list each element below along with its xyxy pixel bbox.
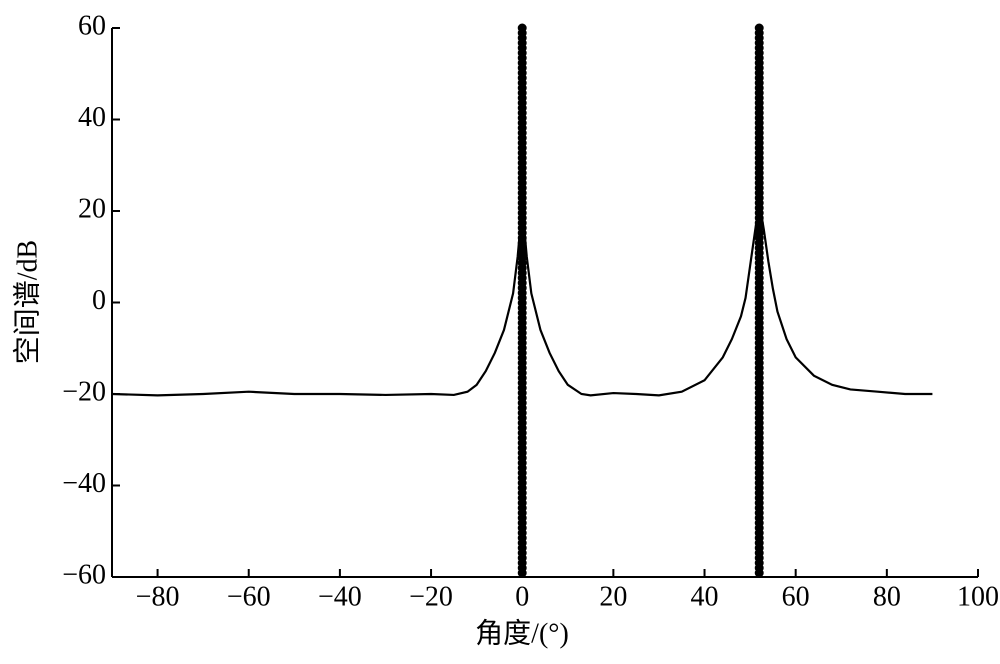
- x-tick-label: 0: [515, 581, 529, 612]
- x-tick-label: 80: [873, 581, 901, 612]
- x-tick-label: −40: [318, 581, 362, 612]
- x-tick-label: 100: [957, 581, 999, 612]
- y-tick-label: 20: [78, 193, 106, 224]
- x-tick-label: −80: [136, 581, 180, 612]
- y-tick-label: 60: [78, 10, 106, 41]
- x-axis-label: 角度/(°): [475, 617, 569, 649]
- y-tick-label: 40: [78, 102, 106, 133]
- y-axis-label: 空间谱/dB: [11, 240, 43, 364]
- x-tick-label: −20: [409, 581, 453, 612]
- y-tick-label: −20: [62, 376, 106, 407]
- y-tick-label: −60: [62, 559, 106, 590]
- spectrum-line: [111, 201, 933, 397]
- y-tick-label: 0: [92, 285, 106, 316]
- x-tick-label: 40: [691, 581, 719, 612]
- x-tick-label: 60: [782, 581, 810, 612]
- y-tick-label: −40: [62, 468, 106, 499]
- x-tick-label: −60: [227, 581, 271, 612]
- x-tick-label: 20: [599, 581, 627, 612]
